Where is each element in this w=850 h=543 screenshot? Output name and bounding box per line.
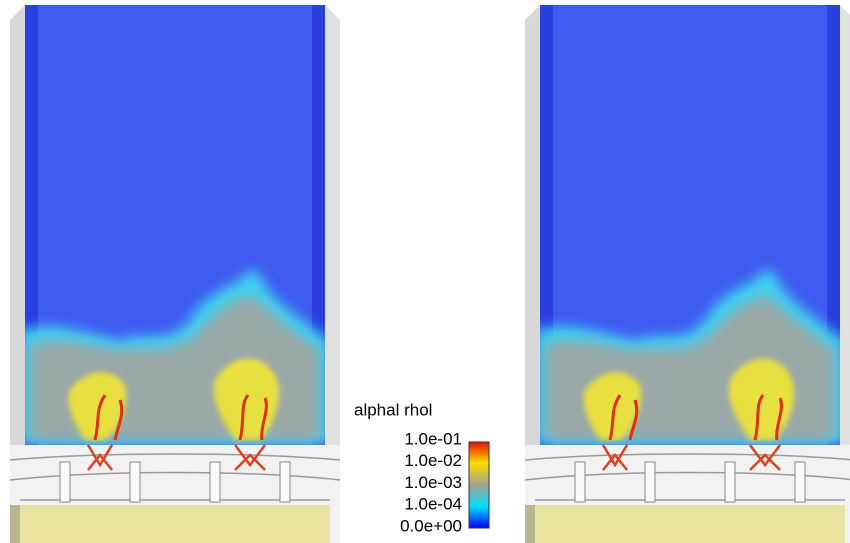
colorbar-tick-label: 1.0e-01 [404, 429, 462, 448]
colorbar-ticks: 1.0e-01 1.0e-02 1.0e-03 1.0e-04 0.0e+00 [400, 429, 462, 535]
panel-left [10, 5, 340, 543]
legend-title: alphal rhol [354, 400, 432, 419]
colorbar-tick-label: 1.0e-04 [404, 495, 462, 514]
colorbar-tick-label: 1.0e-03 [404, 473, 462, 492]
colorbar [468, 441, 490, 529]
panel-right [525, 5, 850, 543]
colorbar-tick-label: 1.0e-02 [404, 451, 462, 470]
colorbar-tick-label: 0.0e+00 [400, 516, 462, 535]
